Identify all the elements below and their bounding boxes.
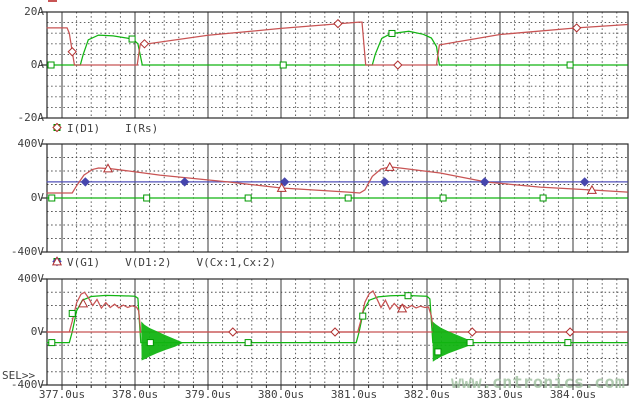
x-axis-label: 379.0us (184, 388, 232, 401)
ringing-burst (141, 321, 183, 361)
y-axis-label: -20A (17, 111, 45, 124)
diamond-marker-icon (52, 256, 121, 268)
legend-item-i-rs[interactable]: I(Rs) (52, 122, 159, 135)
watermark: www.cntronics.com (451, 373, 625, 393)
plot-area-3 (41, 278, 629, 390)
legend-item-v-d1-2[interactable]: V(D1:2) (52, 256, 172, 269)
clipped-trace-artifact (48, 0, 57, 2)
trace-V(Cx:1,Cx:2)[interactable] (46, 166, 628, 194)
plot-area-1 (41, 11, 629, 119)
y-axis-label: 400V (17, 272, 45, 285)
y-axis-label: 20A (24, 5, 44, 18)
selected-plot-indicator: SEL>> (2, 369, 36, 382)
legend-label: I(Rs) (125, 122, 159, 135)
diamond-marker-icon (52, 122, 121, 134)
y-axis-label: 0A (30, 58, 44, 71)
plot2-legend: V(G1) V(D1:2) V(Cx:1,Cx:2) (51, 256, 285, 269)
x-axis-label: 382.0us (403, 388, 451, 401)
x-axis-label: 384.0us (549, 388, 597, 401)
y-axis-label: -400V (10, 378, 44, 391)
trace-trace-red-ring[interactable] (46, 289, 628, 333)
ringing-burst (432, 321, 475, 362)
x-axis-label: 378.0us (111, 388, 159, 401)
legend-label: V(Cx:1,Cx:2) (196, 256, 276, 269)
plot-area-2 (41, 143, 629, 253)
x-axis-label: 383.0us (476, 388, 524, 401)
trace-I(D1)[interactable] (46, 30, 628, 66)
x-axis-label: 377.0us (38, 388, 86, 401)
y-axis-label: 400V (17, 137, 45, 150)
triangle-marker-icon (51, 256, 192, 268)
x-axis-label: 381.0us (330, 388, 378, 401)
y-axis-label: 0V (30, 191, 44, 204)
legend-item-v-cx[interactable]: V(Cx:1,Cx:2) (51, 256, 276, 269)
x-axis-label: 380.0us (257, 388, 305, 401)
legend-label: V(D1:2) (125, 256, 172, 269)
y-axis-label: -400V (10, 245, 44, 258)
legend-label: I(D1) (67, 122, 101, 135)
plot1-legend: I(D1) I(Rs) (51, 122, 167, 135)
y-axis-label: 0V (30, 325, 44, 338)
legend-label: V(G1) (67, 256, 101, 269)
